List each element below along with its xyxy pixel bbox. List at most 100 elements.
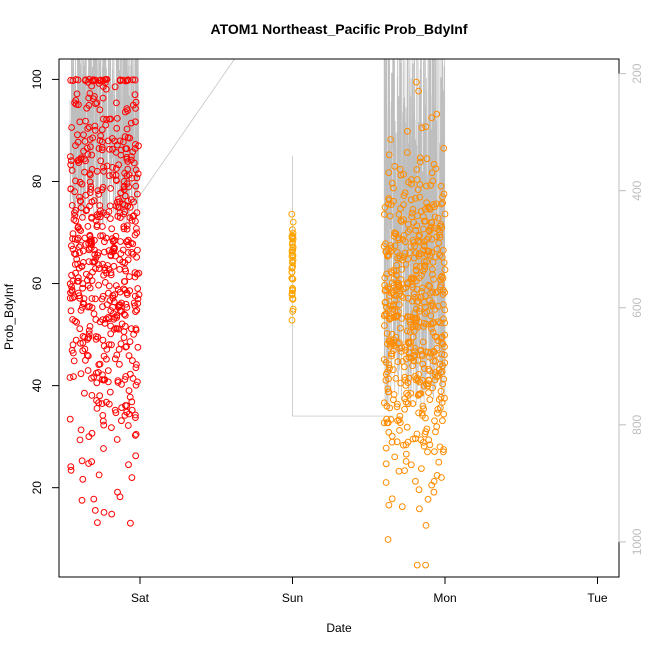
data-point: [391, 242, 399, 250]
data-point: [86, 90, 94, 97]
data-point: [129, 375, 137, 382]
data-point: [134, 295, 142, 303]
data-point: [123, 304, 131, 311]
data-point: [88, 237, 95, 245]
data-point: [405, 374, 413, 382]
data-point: [415, 486, 423, 494]
data-point: [391, 296, 399, 304]
data-point: [90, 495, 98, 503]
data-point: [124, 422, 132, 429]
data-point: [437, 182, 445, 190]
data-point: [111, 291, 119, 299]
data-point: [118, 417, 125, 425]
data-point: [401, 363, 408, 371]
data-point: [79, 284, 86, 292]
data-point: [422, 123, 430, 131]
data-point: [75, 292, 83, 300]
data-point: [418, 124, 426, 132]
data-point: [125, 461, 132, 469]
data-point: [420, 365, 428, 372]
data-point: [384, 284, 392, 292]
data-point: [387, 136, 395, 143]
data-point: [439, 199, 447, 207]
data-point: [88, 304, 96, 312]
data-point: [408, 180, 415, 188]
data-point: [432, 165, 440, 173]
data-point: [401, 238, 409, 246]
data-point: [395, 236, 403, 244]
data-point: [116, 137, 124, 145]
data-point: [397, 324, 404, 332]
data-point: [418, 465, 425, 473]
data-point: [95, 399, 102, 407]
data-point: [78, 496, 86, 504]
data-point: [67, 76, 75, 84]
data-point: [392, 333, 400, 341]
data-point: [414, 357, 422, 364]
data-point: [77, 426, 85, 434]
data-point: [433, 423, 441, 431]
data-point: [426, 367, 434, 375]
data-point: [429, 288, 437, 296]
data-point: [105, 265, 113, 273]
data-point: [413, 176, 421, 183]
data-point: [400, 201, 407, 209]
data-point: [101, 79, 109, 87]
y-tick-label: 80: [30, 174, 44, 188]
data-point: [111, 406, 119, 414]
data-point: [112, 252, 119, 260]
data-point: [430, 488, 438, 496]
data-point: [133, 361, 140, 368]
data-point: [434, 214, 442, 222]
data-point: [132, 308, 139, 316]
data-point: [404, 255, 412, 263]
data-point: [439, 247, 447, 254]
data-point: [386, 315, 394, 323]
data-point: [121, 133, 129, 141]
data-point: [428, 169, 436, 177]
data-point: [424, 448, 431, 456]
data-point: [403, 423, 411, 431]
data-point: [96, 392, 104, 400]
x-tick-label: Mon: [433, 591, 456, 605]
data-point: [130, 299, 138, 307]
data-point: [423, 199, 431, 207]
data-point: [76, 294, 84, 302]
data-point: [134, 246, 141, 254]
data-point: [132, 182, 140, 190]
data-point: [84, 125, 92, 132]
data-point: [394, 340, 402, 348]
data-point: [113, 124, 121, 132]
data-point: [122, 267, 130, 275]
data-point: [386, 364, 393, 372]
data-point: [113, 115, 121, 122]
data-point: [122, 300, 130, 308]
data-point: [132, 217, 139, 225]
data-point: [76, 325, 84, 333]
data-point: [125, 352, 133, 360]
data-point: [433, 373, 441, 381]
data-point: [399, 256, 407, 264]
data-point: [289, 252, 297, 260]
data-point: [406, 249, 414, 257]
data-point: [414, 294, 422, 301]
data-point: [430, 478, 438, 485]
data-point: [391, 162, 399, 170]
data-point: [128, 249, 136, 256]
data-point: [109, 171, 117, 179]
data-point: [397, 217, 405, 224]
data-point: [86, 323, 94, 330]
data-point: [82, 207, 90, 215]
data-point: [69, 245, 77, 253]
data-point: [289, 263, 297, 270]
data-point: [439, 291, 447, 298]
data-point: [423, 258, 430, 266]
x-axis: Sat Sun Mon Tue: [131, 576, 608, 605]
data-point: [88, 277, 96, 285]
data-point: [135, 269, 143, 277]
data-point: [132, 381, 140, 389]
data-point: [435, 458, 443, 466]
data-point: [411, 351, 419, 359]
data-point: [134, 285, 142, 292]
data-point: [133, 253, 141, 261]
